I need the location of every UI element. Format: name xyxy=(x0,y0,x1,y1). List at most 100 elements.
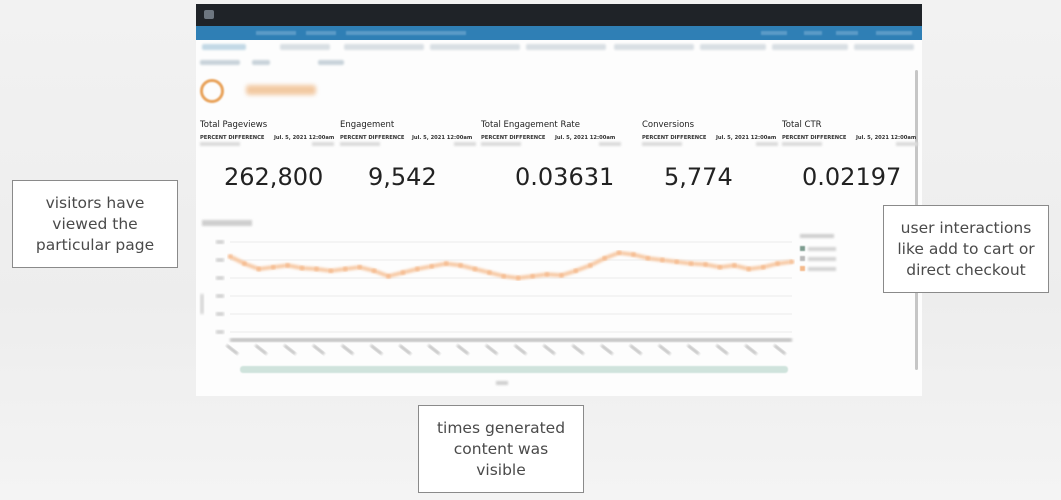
data-point xyxy=(371,268,377,273)
tab[interactable] xyxy=(280,44,330,50)
kpi-subvalue xyxy=(782,142,822,146)
data-point xyxy=(271,265,276,270)
kpi-value: 5,774 xyxy=(664,163,733,191)
legend-entry[interactable] xyxy=(800,246,836,251)
kpi-title: Engagement xyxy=(340,120,395,130)
y-tick-label xyxy=(216,258,224,262)
data-point xyxy=(415,266,420,272)
tab[interactable] xyxy=(202,44,246,50)
kpi-value: 9,542 xyxy=(368,163,437,191)
kpi-total-pageviews: Total Pageviews PERCENT DIFFERENCE Jul. … xyxy=(200,120,335,191)
x-tick-label xyxy=(398,344,412,356)
data-point xyxy=(501,274,506,279)
kpi-date: Jul. 5, 2021 12:00am xyxy=(555,135,616,141)
y-axis-label xyxy=(200,294,204,314)
data-point xyxy=(386,274,391,279)
x-tick-label xyxy=(312,344,326,356)
callout-line: particular page xyxy=(35,235,155,254)
x-axis-caption xyxy=(496,381,508,385)
data-point xyxy=(717,265,723,270)
callout-conversions: user interactions like add to cart or di… xyxy=(883,205,1049,293)
nav-item[interactable] xyxy=(836,31,858,35)
brand-wordmark xyxy=(246,85,316,95)
kpi-subvalue xyxy=(756,142,778,146)
kpi-subvalue xyxy=(200,142,240,146)
data-point xyxy=(530,274,535,279)
data-point xyxy=(227,254,233,259)
tab[interactable] xyxy=(344,44,424,50)
kpi-subvalue xyxy=(312,142,334,146)
nav-item[interactable] xyxy=(876,31,912,35)
kpi-title: Total Engagement Rate xyxy=(481,120,580,130)
kpi-conversions: Conversions PERCENT DIFFERENCE Jul. 5, 2… xyxy=(642,120,778,191)
y-tick-label xyxy=(216,240,224,244)
tab[interactable] xyxy=(430,44,520,50)
kpi-date: Jul. 5, 2021 12:00am xyxy=(716,135,777,141)
callout-line: times generated xyxy=(436,418,566,437)
legend-swatch-icon xyxy=(800,266,805,271)
range-slider[interactable] xyxy=(240,366,788,373)
data-point xyxy=(746,266,751,272)
x-tick-label xyxy=(254,344,268,356)
data-point xyxy=(775,261,780,266)
tab[interactable] xyxy=(614,44,694,50)
callout-line: visitors have xyxy=(45,193,145,212)
data-point xyxy=(429,264,434,269)
kpi-date: Jul. 5, 2021 12:00am xyxy=(274,135,335,141)
data-point xyxy=(588,263,593,268)
data-point xyxy=(602,256,607,261)
data-point xyxy=(443,261,449,266)
legend-label xyxy=(808,256,836,261)
data-point xyxy=(645,256,651,261)
kpi-title: Total CTR xyxy=(782,120,822,130)
data-point xyxy=(242,261,247,266)
nav-item[interactable] xyxy=(256,31,296,35)
kpi-date: Jul. 5, 2021 12:00am xyxy=(856,135,917,141)
x-tick-label xyxy=(629,344,643,356)
legend-label xyxy=(808,266,836,271)
tab[interactable] xyxy=(772,44,848,50)
kpi-engagement: Engagement PERCENT DIFFERENCE Jul. 5, 20… xyxy=(340,120,476,191)
callout-pageviews: visitors have viewed the particular page xyxy=(12,180,178,268)
callout-line: user interactions xyxy=(900,218,1032,237)
kpi-total-ctr: Total CTR PERCENT DIFFERENCE Jul. 5, 202… xyxy=(782,120,918,191)
series-line xyxy=(229,250,793,280)
filter-chip[interactable] xyxy=(252,60,270,65)
x-tick-label xyxy=(600,344,614,356)
kpi-percent-label: PERCENT DIFFERENCE xyxy=(642,135,707,141)
kpi-percent-label: PERCENT DIFFERENCE xyxy=(340,135,405,141)
data-point xyxy=(400,270,406,275)
filter-chip[interactable] xyxy=(200,60,240,65)
tab[interactable] xyxy=(854,44,914,50)
filter-chip[interactable] xyxy=(318,60,344,65)
legend-entry[interactable] xyxy=(800,266,836,271)
kpi-date: Jul. 5, 2021 12:00am xyxy=(412,135,473,141)
data-point xyxy=(674,259,679,264)
data-point xyxy=(760,265,766,270)
callout-line: content was xyxy=(453,439,549,458)
x-tick-label xyxy=(715,344,729,356)
x-tick-label xyxy=(513,344,527,356)
data-point xyxy=(789,259,795,264)
data-point xyxy=(328,268,334,273)
kpi-title: Conversions xyxy=(642,120,695,130)
legend-entry[interactable] xyxy=(800,256,836,261)
tab[interactable] xyxy=(526,44,606,50)
brand-logo-icon xyxy=(200,79,224,103)
nav-item[interactable] xyxy=(761,31,787,35)
kpi-subvalue xyxy=(599,142,621,146)
data-point xyxy=(472,266,478,272)
legend-swatch-icon xyxy=(800,246,805,251)
tab[interactable] xyxy=(700,44,766,50)
x-tick-label xyxy=(686,344,700,356)
app-logo-icon xyxy=(204,10,214,19)
x-tick-label xyxy=(225,344,239,356)
dashboard-tabs xyxy=(200,44,918,53)
data-point xyxy=(487,270,492,275)
data-point xyxy=(544,272,550,277)
kpi-subvalue xyxy=(340,142,380,146)
x-axis-bar xyxy=(230,338,792,342)
nav-item[interactable] xyxy=(804,31,822,35)
nav-item[interactable] xyxy=(306,31,336,35)
nav-item[interactable] xyxy=(346,31,466,35)
